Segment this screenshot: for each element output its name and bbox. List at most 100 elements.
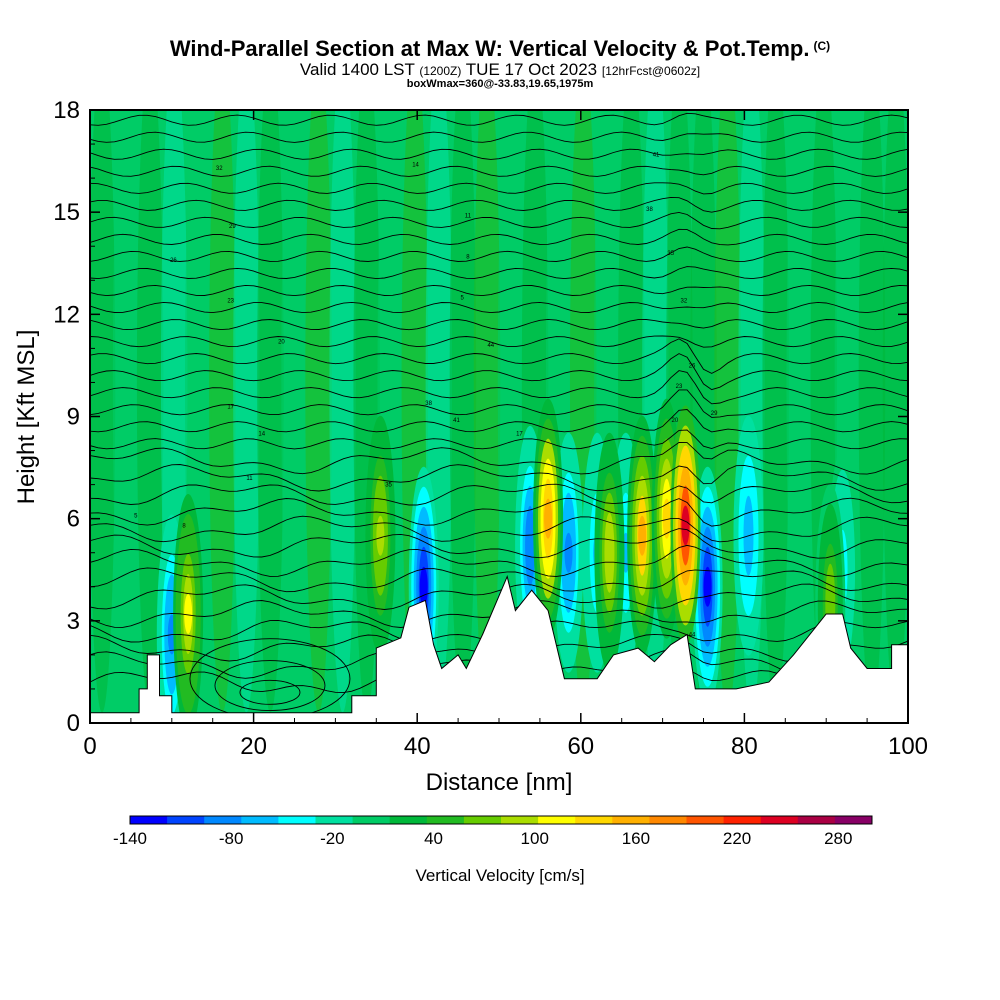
terrain-mask (90, 575, 908, 723)
x-tick-label: 40 (404, 733, 431, 760)
colorbar-tick-label: 40 (424, 829, 443, 848)
isentrope-label: 14 (412, 162, 419, 168)
y-axis: 0 3 6 9 12 15 18 (53, 97, 908, 737)
isentrope-line (90, 353, 908, 391)
colorbar (129, 815, 873, 825)
isentrope-line (90, 583, 908, 610)
isentrope-label: 32 (681, 299, 688, 305)
isentrope-lines: 5 8 11 14 17 20 23 26 29 32 35 38 41 44 5 8 11 14 17 20 23 26… (90, 112, 908, 720)
velocity-band (209, 110, 236, 713)
colorbar-tick-label: -20 (320, 829, 345, 848)
colorbar-tick-label: 160 (622, 829, 650, 848)
colorbar-swatch (389, 816, 428, 824)
updraft-cell (605, 532, 614, 573)
velocity-band (112, 110, 140, 713)
isentrope-label: 44 (487, 343, 494, 349)
x-tick-label: 0 (83, 733, 96, 760)
colorbar-tick-label: 100 (521, 829, 549, 848)
colorbar-swatch (760, 816, 799, 824)
isentrope-line (90, 196, 908, 213)
isentrope-line (90, 338, 908, 374)
isentrope-line (90, 228, 908, 246)
x-tick-label: 20 (240, 733, 267, 760)
velocity-band (449, 110, 477, 713)
isentrope-line (90, 112, 908, 126)
isentrope-closed-contour (239, 679, 301, 705)
colorbar-ticks: -140 -80 -20 40 100 160 220 280 (113, 829, 852, 848)
colorbar-swatch (463, 816, 502, 824)
isentrope-label: 26 (170, 258, 177, 264)
velocity-band (305, 110, 332, 713)
velocity-band (329, 110, 356, 713)
isentrope-line (90, 515, 908, 543)
isentrope-line (90, 335, 908, 348)
chart-title-text: Wind-Parallel Section at Max W: Vertical… (169, 36, 810, 61)
updraft-cell (638, 515, 647, 556)
isentrope-label: 17 (227, 404, 234, 410)
colorbar-tick-label: -80 (219, 829, 244, 848)
colorbar-swatch (130, 816, 168, 824)
isentrope-label: 35 (385, 483, 392, 489)
isentrope-label: 29 (229, 224, 236, 230)
chart-subnote: boxWmax=360@-33.83,19.65,1975m (406, 78, 594, 90)
colorbar-swatch (834, 816, 873, 824)
colorbar-swatch (501, 816, 539, 824)
colorbar-swatch (315, 816, 354, 824)
velocity-band (136, 110, 164, 713)
velocity-band (858, 110, 886, 713)
isentrope-label: 38 (425, 401, 432, 407)
subtitle-utc: (1200Z) (419, 64, 462, 78)
isentrope-line (90, 482, 908, 506)
y-tick-label: 12 (53, 301, 80, 328)
velocity-band (882, 110, 908, 713)
isentrope-label: 20 (278, 340, 285, 346)
isentrope-line (90, 370, 908, 405)
y-tick-label: 0 (67, 710, 80, 737)
updraft-cell (662, 498, 671, 539)
isentrope-line (90, 567, 908, 593)
chart-title: Wind-Parallel Section at Max W: Vertical… (0, 36, 1000, 62)
colorbar-tick-label: 220 (723, 829, 751, 848)
isentrope-label: 14 (258, 432, 265, 438)
isentrope-line (90, 284, 908, 297)
isentrope-line (90, 246, 908, 262)
y-tick-label: 6 (67, 506, 80, 533)
isentrope-line (90, 165, 908, 177)
colorbar-swatch (723, 816, 762, 824)
chart-title-tag: (C) (813, 39, 831, 53)
colorbar-tick-label: 280 (824, 829, 852, 848)
isentrope-label: 17 (516, 432, 523, 438)
isentrope-line (90, 211, 908, 230)
isentrope-line (90, 409, 908, 433)
x-axis: 0 20 40 60 80 100 (83, 110, 928, 760)
colorbar-swatch (352, 816, 391, 824)
updraft-cell (184, 594, 193, 635)
downdraft-cell (419, 566, 428, 607)
colorbar-swatch (204, 816, 242, 824)
y-tick-label: 15 (53, 199, 80, 226)
colorbar-label: Vertical Velocity [cm/s] (415, 866, 584, 885)
downdraft-cell (703, 566, 712, 607)
isentrope-label: 35 (667, 251, 674, 257)
y-tick-label: 3 (67, 608, 80, 635)
x-axis-label: Distance [nm] (426, 769, 573, 796)
subtitle-forecast: [12hrFcst@0602z] (601, 64, 701, 78)
isentrope-label: 41 (453, 418, 460, 424)
isentrope-line (90, 464, 908, 492)
velocity-band (786, 110, 813, 713)
colorbar-swatch (797, 816, 836, 824)
isentrope-line (90, 429, 908, 450)
velocity-band (233, 110, 260, 713)
isentrope-label: 11 (246, 476, 253, 482)
chart-subtitle: Valid 1400 LST (1200Z) TUE 17 Oct 2023 [… (0, 60, 1000, 80)
x-tick-label: 80 (731, 733, 758, 760)
colorbar-frame (129, 815, 873, 825)
isentrope-line (90, 266, 908, 280)
isentrope-label: 8 (182, 523, 186, 529)
y-tick-label: 18 (53, 97, 80, 124)
colorbar-swatch (167, 816, 205, 824)
isentrope-label: 8 (466, 254, 470, 260)
colorbar-swatch (278, 816, 316, 824)
isentrope-line (90, 528, 908, 559)
y-tick-label: 9 (67, 404, 80, 431)
